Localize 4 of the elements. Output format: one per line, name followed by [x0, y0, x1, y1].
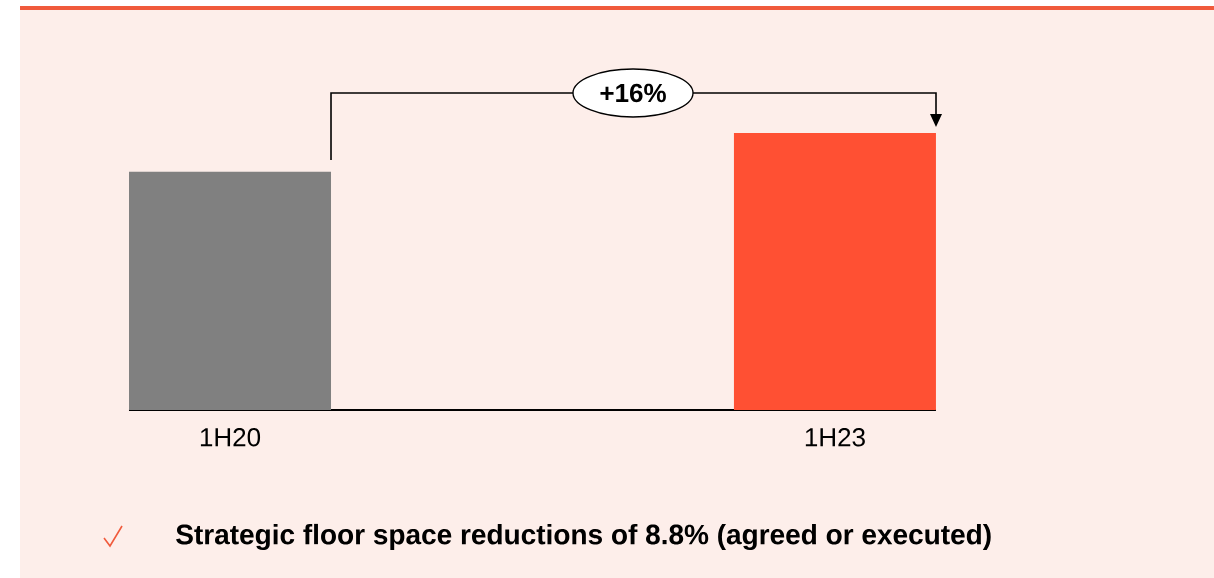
- text: Strategic floor space reductions of 8.8% (agreed or executed): [176, 523, 991, 551]
- x-tick-label: 1H20: [200, 428, 261, 447]
- x-tick-label: 1H23: [805, 428, 865, 447]
- text: +16%: [600, 83, 666, 103]
